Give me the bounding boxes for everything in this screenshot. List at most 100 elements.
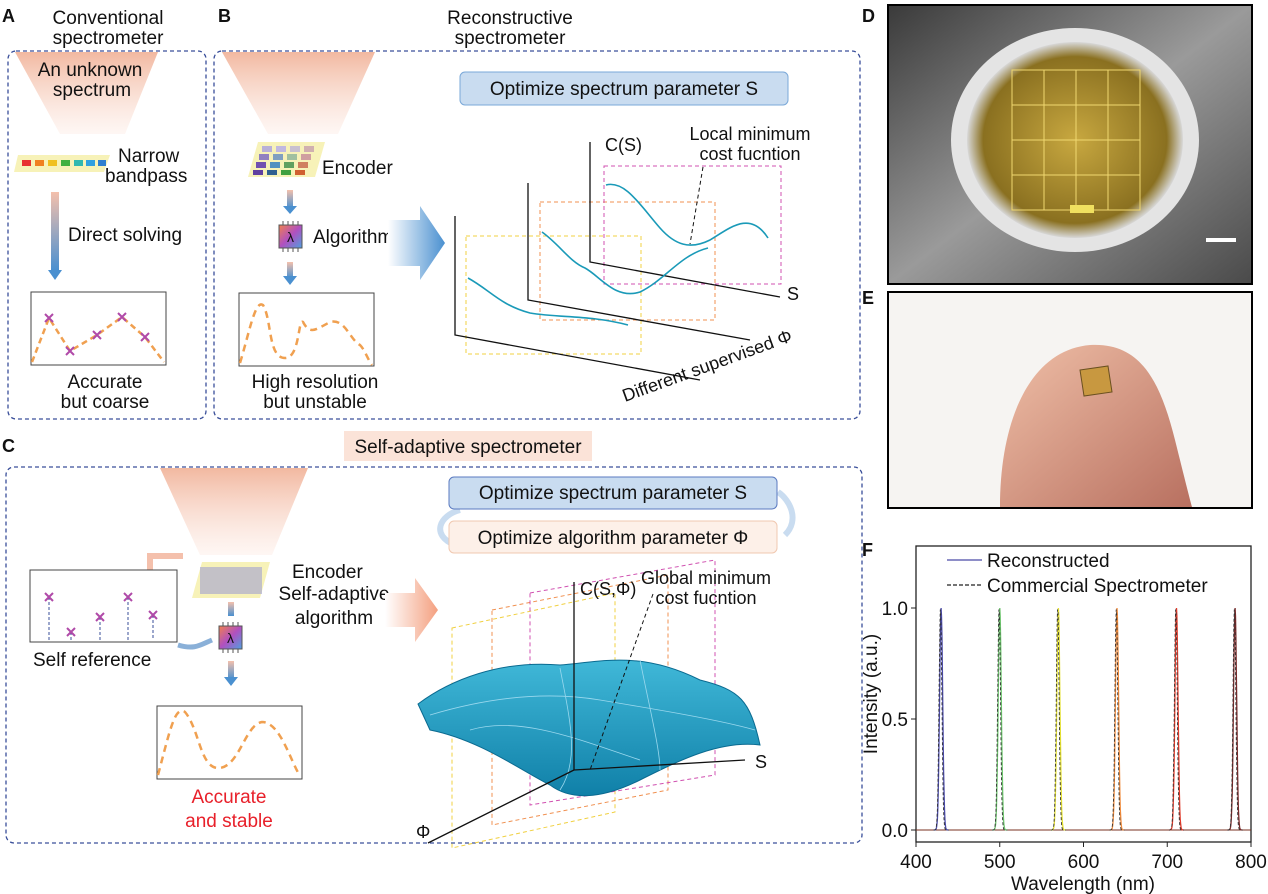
arrowhead-icon [224,677,238,686]
svg-text:λ: λ [227,630,234,646]
local-minimum-label-1: Local minimum [689,124,810,144]
axis-phi-label: Φ [416,822,430,842]
reconstructed-peak-500 [992,607,1008,831]
reference-stems [48,597,154,640]
panel-a-letter: A [2,6,15,26]
y-axis-label: Intensity (a.u.) [861,634,882,754]
accurate-label: Accurate [68,372,143,393]
panel-b-title-1: Reconstructive [447,8,573,29]
unstable-curve [238,303,374,366]
spectrum-peaks [916,607,1251,831]
panel-e-letter: E [862,288,874,308]
commercial-peak-781 [1227,609,1243,831]
commercial-peak-500 [992,609,1008,831]
panel-c-letter: C [2,436,15,456]
legend-commercial: Commercial Spectrometer [987,576,1208,597]
commercial-peak-640 [1109,609,1125,831]
x-tick-label: 500 [984,852,1016,873]
panel-a-title-1: Conventional [53,8,164,29]
axis-s-label: S [787,284,799,304]
self-adaptive-label-1: Self-adaptive [279,584,390,605]
bandpass-filter-icon [14,155,110,172]
cost-function-axes [454,142,782,381]
panel-e: E [862,288,1253,509]
down-arrow-icon [51,192,59,270]
local-minimum-label-2: cost fucntion [699,144,800,164]
encoder-icon [248,142,325,177]
panel-c-title-badge [344,431,592,461]
y-ticks: 0.0 0.5 1.0 [882,599,916,842]
x-tick-label: 600 [1068,852,1100,873]
panel-c-box [5,466,863,844]
x-tick-label: 700 [1151,852,1183,873]
panel-a: A Conventional spectrometer An unknown s… [2,6,207,420]
commercial-peak-711 [1168,609,1184,831]
x-axis-label: Wavelength (nm) [1011,874,1155,894]
encoder-icon [192,562,270,598]
legend-reconstructed: Reconstructed [987,551,1110,572]
optimize-s-label: Optimize spectrum parameter S [479,483,747,504]
panel-a-box [7,50,207,420]
panel-b-box [213,50,861,420]
unknown-spectrum-label-1: An unknown [38,60,143,81]
light-beam-icon [15,52,158,134]
panel-b-title-2: spectrometer [455,28,567,49]
y-tick-label: 1.0 [882,599,908,620]
optimize-s-badge [448,476,778,510]
panel-c: C Self-adaptive spectrometer Encoder λ S… [2,431,863,849]
feedback-arrow-icon [147,553,183,572]
reference-arrow-icon [177,637,213,650]
optimize-s-label: Optimize spectrum parameter S [490,79,758,100]
encoder-label: Encoder [292,562,363,583]
optimize-phi-label: Optimize algorithm parameter Φ [478,528,749,549]
accurate-label: Accurate [192,787,267,808]
light-beam-icon [222,52,375,134]
axis-phi-label: Different supervised Φ [620,326,795,406]
axis-c-s-phi-label: C(S,Φ) [580,579,636,599]
panel-b: B Reconstructive spectrometer Encoder λ … [213,6,861,420]
panel-b-letter: B [218,6,231,26]
stable-curve [156,709,302,777]
panel-c-title: Self-adaptive spectrometer [354,437,582,458]
x-tick-label: 400 [900,852,932,873]
down-arrow-icon [287,190,293,208]
bandpass-label: bandpass [105,166,187,187]
x-tick-label: 800 [1235,852,1267,873]
direct-solving-label: Direct solving [68,225,182,246]
panel-d-letter: D [862,6,875,26]
panel-f-letter: F [862,540,873,560]
arrowhead-icon [283,276,297,285]
fingertip [1000,344,1192,507]
axis-c-s-label: C(S) [605,135,642,155]
reconstructed-peak-711 [1168,607,1184,831]
y-tick-label: 0.5 [882,710,908,731]
optimize-s-badge [459,71,789,106]
unknown-spectrum-label-2: spectrum [53,80,131,101]
axis-s-label: S [755,752,767,772]
coarse-spectrum-plot [30,291,167,366]
y-tick-label: 0.0 [882,821,908,842]
commercial-peak-570 [1050,609,1066,831]
reconstructed-peak-430 [933,607,949,831]
svg-text:λ: λ [287,229,294,245]
panel-a-title-2: spectrometer [53,28,165,49]
reconstructed-peak-570 [1050,607,1066,831]
encoder-label: Encoder [322,158,393,179]
down-arrow-icon [287,262,293,278]
unstable-spectrum-plot [238,292,375,367]
high-resolution-label: High resolution [252,372,379,393]
panel-d: D [862,4,1253,285]
self-reference-plot [29,569,178,643]
narrow-label: Narrow [118,146,180,167]
x-markers [44,592,158,637]
panel-f: F 400 500 600 700 800 0.0 0.5 1.0 Reconstructe… [861,540,1267,894]
algorithm-label: Algorithm [313,227,393,248]
algorithm-chip-icon: λ [218,622,243,653]
global-cost-surface [417,559,761,849]
commercial-peak-430 [933,609,949,831]
global-minimum-label-2: cost fucntion [655,588,756,608]
but-unstable-label: but unstable [263,392,367,413]
down-arrow-icon [228,602,234,616]
self-adaptive-label-2: algorithm [295,608,373,629]
